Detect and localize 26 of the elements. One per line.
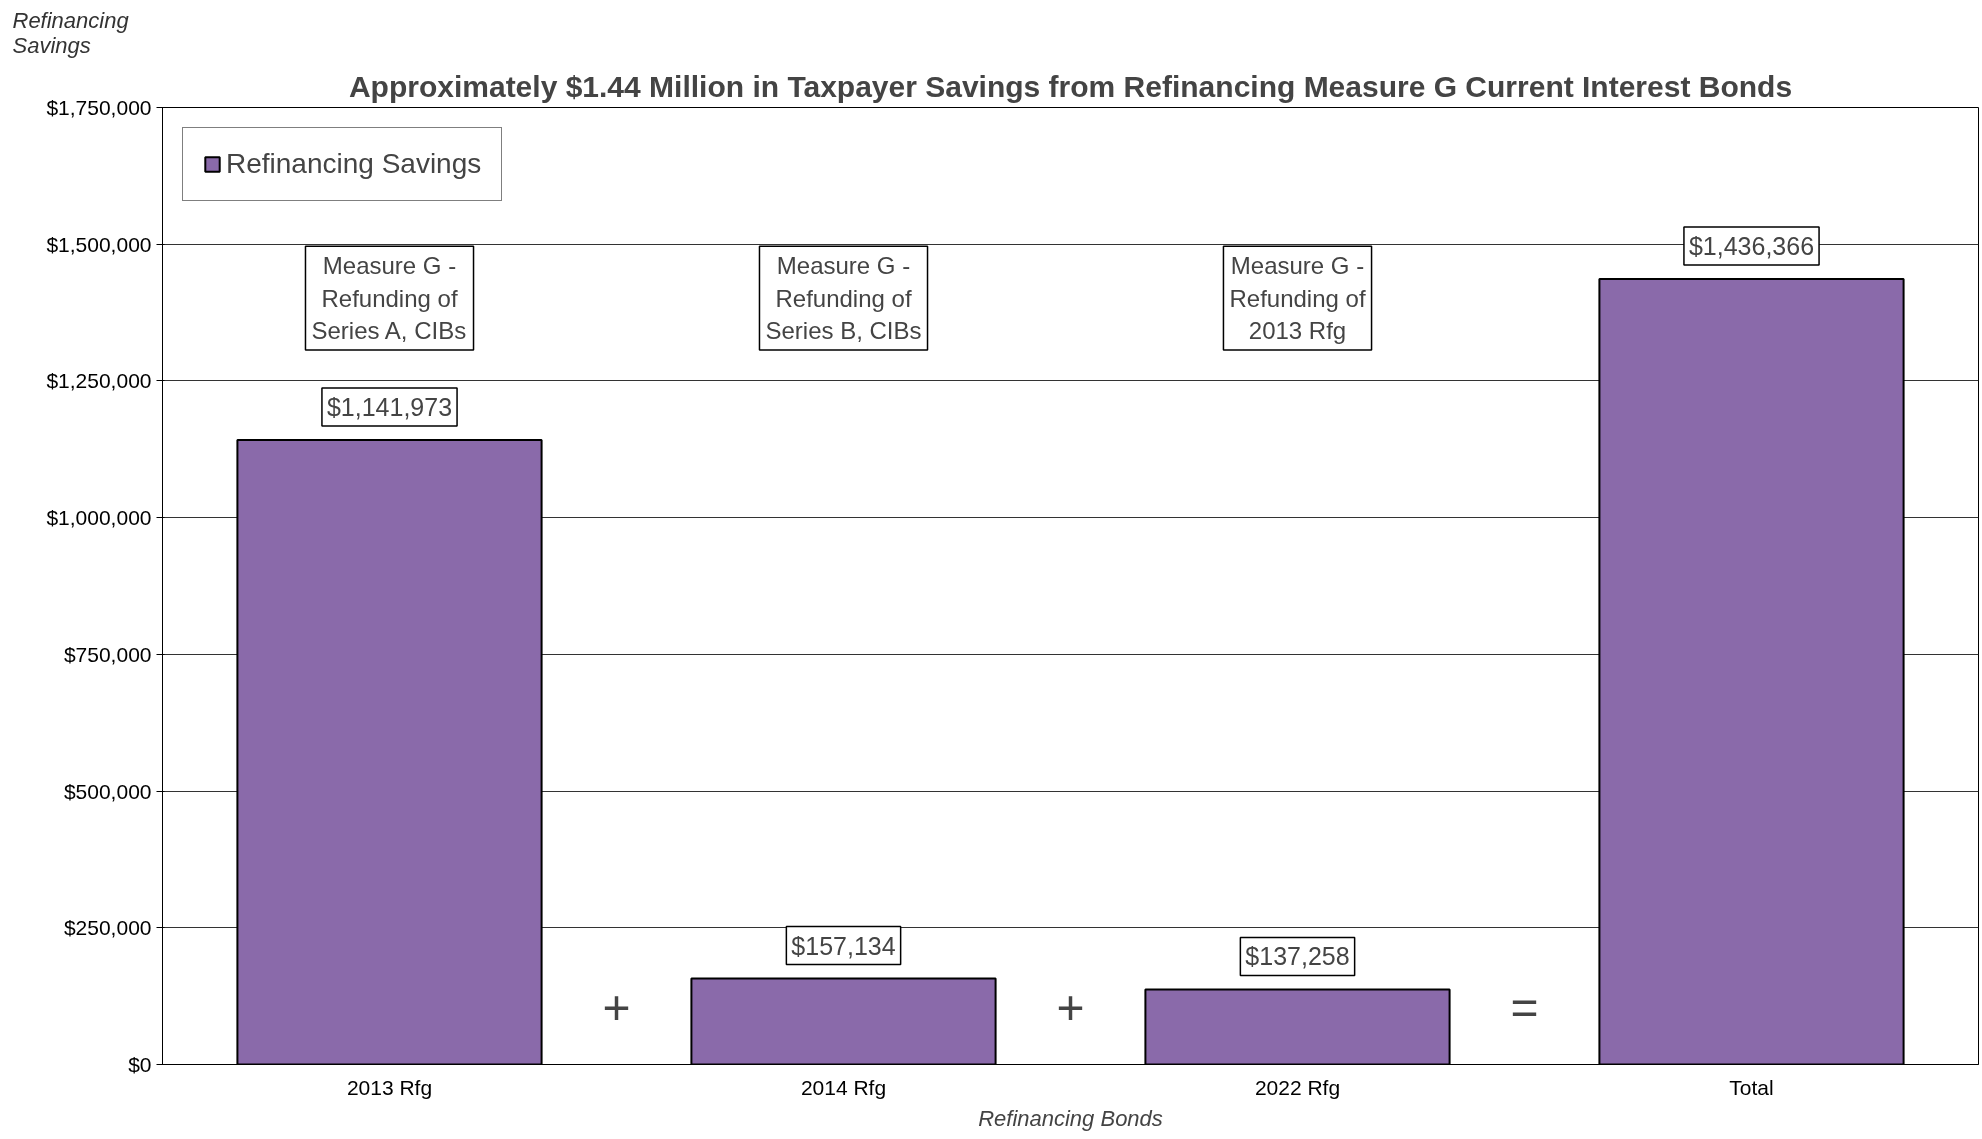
y-tick-label: $1,250,000 [46,369,152,393]
y-tick-label: $0 [128,1053,152,1076]
x-tick-label: Total [1729,1075,1774,1099]
annotation: = [1510,980,1539,1034]
annotation: Measure G - Refunding of Series B, CIBs [765,252,922,345]
annotation: Measure G - Refunding of 2013 Rfg [1229,252,1366,345]
y-tick-label: $500,000 [63,779,152,803]
y-tick-label: $1,000,000 [46,506,152,530]
legend-label: Refinancing Savings [226,148,482,180]
text: $157,134 [791,931,896,960]
text: $1,141,973 [326,393,453,421]
annotation: + [1056,980,1085,1034]
y-tick-label: $750,000 [63,642,152,666]
x-tick-label: 2022 Rfg [1254,1075,1341,1099]
text: $1,436,366 [1688,232,1815,261]
text: $137,258 [1245,942,1350,971]
y-tick-label: $1,500,000 [46,232,152,256]
annotation: Measure G - Refunding of Series A, CIBs [311,252,467,345]
y-tick-label: $1,750,000 [46,96,152,119]
chart-title: Approximately $1.44 Million in Taxpayer Savings from Refinancing Measure G Current Interest Bonds [348,69,1793,103]
x-axis-title: Refinancing Bonds [978,1105,1163,1131]
annotation: + [602,980,631,1034]
x-tick-label: 2014 Rfg [800,1075,887,1099]
y-tick-label: $250,000 [63,916,152,940]
x-tick-label: 2013 Rfg [346,1075,433,1099]
y-axis-title: Refinancing Savings [12,7,130,58]
